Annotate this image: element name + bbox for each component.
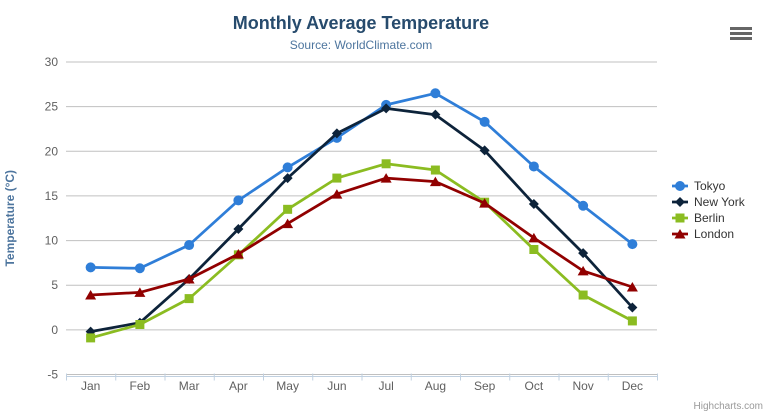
legend-symbol-marker[interactable] xyxy=(675,181,685,191)
data-point-marker-new-york[interactable] xyxy=(479,145,490,156)
y-axis-tick-label: 0 xyxy=(51,323,58,337)
data-point-marker-berlin[interactable] xyxy=(332,173,342,183)
data-point-marker-new-york[interactable] xyxy=(627,302,638,313)
y-axis-title: Temperature (°C) xyxy=(3,170,17,267)
legend: Tokyo New York Berlin London xyxy=(672,179,746,241)
data-point-marker-london[interactable] xyxy=(183,273,195,284)
hamburger-icon xyxy=(730,27,754,40)
series-tokyo xyxy=(85,88,638,274)
data-point-marker-new-york[interactable] xyxy=(233,223,244,234)
data-point-marker-berlin[interactable] xyxy=(381,159,391,169)
legend-item-berlin[interactable]: Berlin xyxy=(672,211,725,225)
data-point-marker-tokyo[interactable] xyxy=(578,200,589,211)
data-point-marker-berlin[interactable] xyxy=(430,165,440,175)
x-axis-tick-label: Jul xyxy=(378,379,393,393)
legend-symbol-marker[interactable] xyxy=(675,213,685,223)
x-axis-tick-label: Jun xyxy=(327,379,346,393)
x-axis-tick-label: Mar xyxy=(179,379,200,393)
data-point-marker-tokyo[interactable] xyxy=(627,239,638,250)
legend-item-tokyo[interactable]: Tokyo xyxy=(672,179,726,193)
data-point-marker-tokyo[interactable] xyxy=(430,88,441,99)
x-axis-tick-label: Sep xyxy=(474,379,496,393)
legend-item-label: New York xyxy=(694,195,746,209)
series-line-london[interactable] xyxy=(89,176,634,297)
y-axis-tick-label: 5 xyxy=(51,278,58,292)
data-point-marker-tokyo[interactable] xyxy=(134,263,145,274)
hamburger-bar xyxy=(730,27,752,30)
credits-link[interactable]: Highcharts.com xyxy=(693,401,763,412)
y-axis-tick-label: 20 xyxy=(45,144,59,158)
data-point-marker-new-york[interactable] xyxy=(381,103,392,114)
x-axis-tick-label: Jan xyxy=(81,379,100,393)
x-axis-tick-label: Feb xyxy=(130,379,151,393)
context-menu-button[interactable] xyxy=(728,25,756,45)
legend-item-new-york[interactable]: New York xyxy=(672,195,746,209)
data-point-marker-berlin[interactable] xyxy=(627,316,637,326)
series-london xyxy=(85,173,638,300)
data-point-marker-berlin[interactable] xyxy=(86,333,96,343)
data-point-marker-tokyo[interactable] xyxy=(233,195,244,206)
data-point-marker-london[interactable] xyxy=(626,282,638,292)
series-new-york xyxy=(85,103,638,337)
data-point-marker-london[interactable] xyxy=(380,173,392,183)
data-point-marker-berlin[interactable] xyxy=(283,204,293,214)
hamburger-bar xyxy=(730,32,752,35)
series-line-berlin[interactable] xyxy=(89,162,634,340)
data-point-marker-tokyo[interactable] xyxy=(528,161,539,172)
y-axis-tick-label: -5 xyxy=(47,368,58,382)
data-point-marker-new-york[interactable] xyxy=(578,248,589,259)
data-point-marker-tokyo[interactable] xyxy=(85,262,96,273)
x-axis-tick-label: Apr xyxy=(229,379,248,393)
y-axis-tick-label: 25 xyxy=(45,100,59,114)
legend-item-label: London xyxy=(694,227,734,241)
data-point-marker-london[interactable] xyxy=(282,218,294,229)
data-point-marker-new-york[interactable] xyxy=(430,109,441,120)
legend-item-label: Tokyo xyxy=(694,179,726,193)
y-axis-tick-label: 30 xyxy=(45,55,59,69)
data-point-marker-tokyo[interactable] xyxy=(184,240,195,251)
data-point-marker-london[interactable] xyxy=(331,189,343,199)
data-point-marker-new-york[interactable] xyxy=(331,128,342,139)
x-axis-tick-label: Oct xyxy=(525,379,544,393)
series-line-new-york[interactable] xyxy=(89,107,634,333)
data-point-marker-berlin[interactable] xyxy=(529,245,539,254)
x-axis-tick-label: Aug xyxy=(425,379,446,393)
data-point-marker-berlin[interactable] xyxy=(135,320,145,329)
data-point-marker-tokyo[interactable] xyxy=(282,162,293,173)
data-point-marker-london[interactable] xyxy=(528,232,540,243)
data-point-marker-new-york[interactable] xyxy=(528,198,539,209)
data-point-marker-london[interactable] xyxy=(134,287,146,297)
data-point-marker-london[interactable] xyxy=(232,248,244,259)
data-point-marker-london[interactable] xyxy=(429,176,441,187)
x-axis-tick-label: May xyxy=(276,379,299,393)
legend-item-london[interactable]: London xyxy=(672,227,734,241)
data-point-marker-london[interactable] xyxy=(577,265,589,276)
data-point-marker-berlin[interactable] xyxy=(184,294,194,304)
data-point-marker-berlin[interactable] xyxy=(578,290,588,300)
legend-symbol-marker[interactable] xyxy=(674,229,686,239)
chart-title: Monthly Average Temperature xyxy=(232,13,490,33)
data-point-marker-new-york[interactable] xyxy=(282,173,293,184)
legend-item-label: Berlin xyxy=(694,211,725,225)
x-axis-tick-label: Dec xyxy=(622,379,643,393)
y-axis-tick-label: 10 xyxy=(45,234,59,248)
data-point-marker-tokyo[interactable] xyxy=(479,116,490,127)
data-point-marker-london[interactable] xyxy=(85,290,97,300)
legend-symbol-marker[interactable] xyxy=(675,197,685,207)
y-axis-tick-label: 15 xyxy=(45,189,59,203)
chart-subtitle: Source: WorldClimate.com xyxy=(289,38,433,52)
x-axis-tick-label: Nov xyxy=(572,379,593,393)
hamburger-bar xyxy=(730,37,752,40)
data-point-marker-london[interactable] xyxy=(479,198,491,208)
